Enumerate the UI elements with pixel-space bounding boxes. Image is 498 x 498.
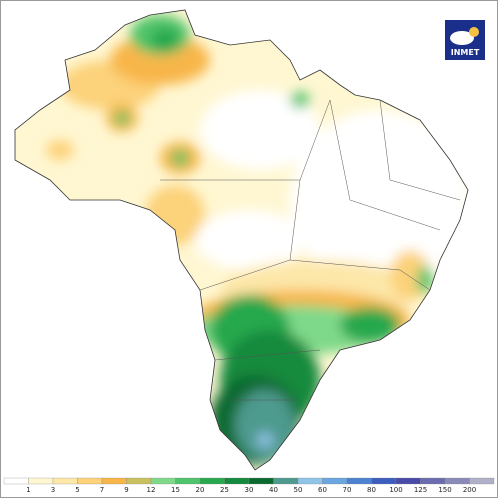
legend-swatch	[3, 477, 29, 485]
legend: 1 3 5 7 9 12 15 20 25 30 40 50 60 70 80 100 125 150 200	[3, 477, 495, 494]
legend-tick-label: 12	[147, 486, 156, 494]
legend-swatch	[420, 477, 446, 485]
legend-swatch	[52, 477, 78, 485]
legend-swatch	[175, 477, 201, 485]
logo: INMET	[445, 20, 485, 60]
legend-tick-label: 7	[100, 486, 104, 494]
legend-swatch	[395, 477, 421, 485]
legend-tick-label: 3	[51, 486, 55, 494]
legend-tick-label: 1	[26, 486, 30, 494]
legend-tick-label: 70	[343, 486, 352, 494]
legend-swatch	[248, 477, 274, 485]
legend-tick-label: 100	[389, 486, 402, 494]
legend-swatch	[371, 477, 397, 485]
legend-tick-label: 150	[438, 486, 451, 494]
legend-tick-label: 80	[367, 486, 376, 494]
legend-swatch	[126, 477, 152, 485]
legend-swatch	[101, 477, 127, 485]
legend-swatch	[150, 477, 176, 485]
legend-tick-label: 200	[463, 486, 476, 494]
legend-tick-label: 25	[220, 486, 229, 494]
legend-swatch	[469, 477, 495, 485]
legend-swatch	[273, 477, 299, 485]
legend-tick-label: 60	[318, 486, 327, 494]
country-outline	[14, 9, 469, 471]
legend-swatch	[297, 477, 323, 485]
legend-swatch	[444, 477, 470, 485]
legend-swatch	[28, 477, 54, 485]
legend-tick-label: 5	[75, 486, 79, 494]
legend-tick-label: 15	[171, 486, 180, 494]
legend-tick-label: 30	[245, 486, 254, 494]
legend-tick-label: 125	[414, 486, 427, 494]
legend-tick-label: 40	[269, 486, 278, 494]
legend-swatch	[199, 477, 225, 485]
logo-text: INMET	[451, 48, 480, 57]
legend-swatch	[346, 477, 372, 485]
legend-swatch	[77, 477, 103, 485]
legend-swatch	[322, 477, 348, 485]
legend-swatch	[224, 477, 250, 485]
state-borders	[160, 99, 461, 401]
legend-tick-label: 9	[124, 486, 128, 494]
legend-tick-label: 50	[294, 486, 303, 494]
legend-tick-label: 20	[196, 486, 205, 494]
